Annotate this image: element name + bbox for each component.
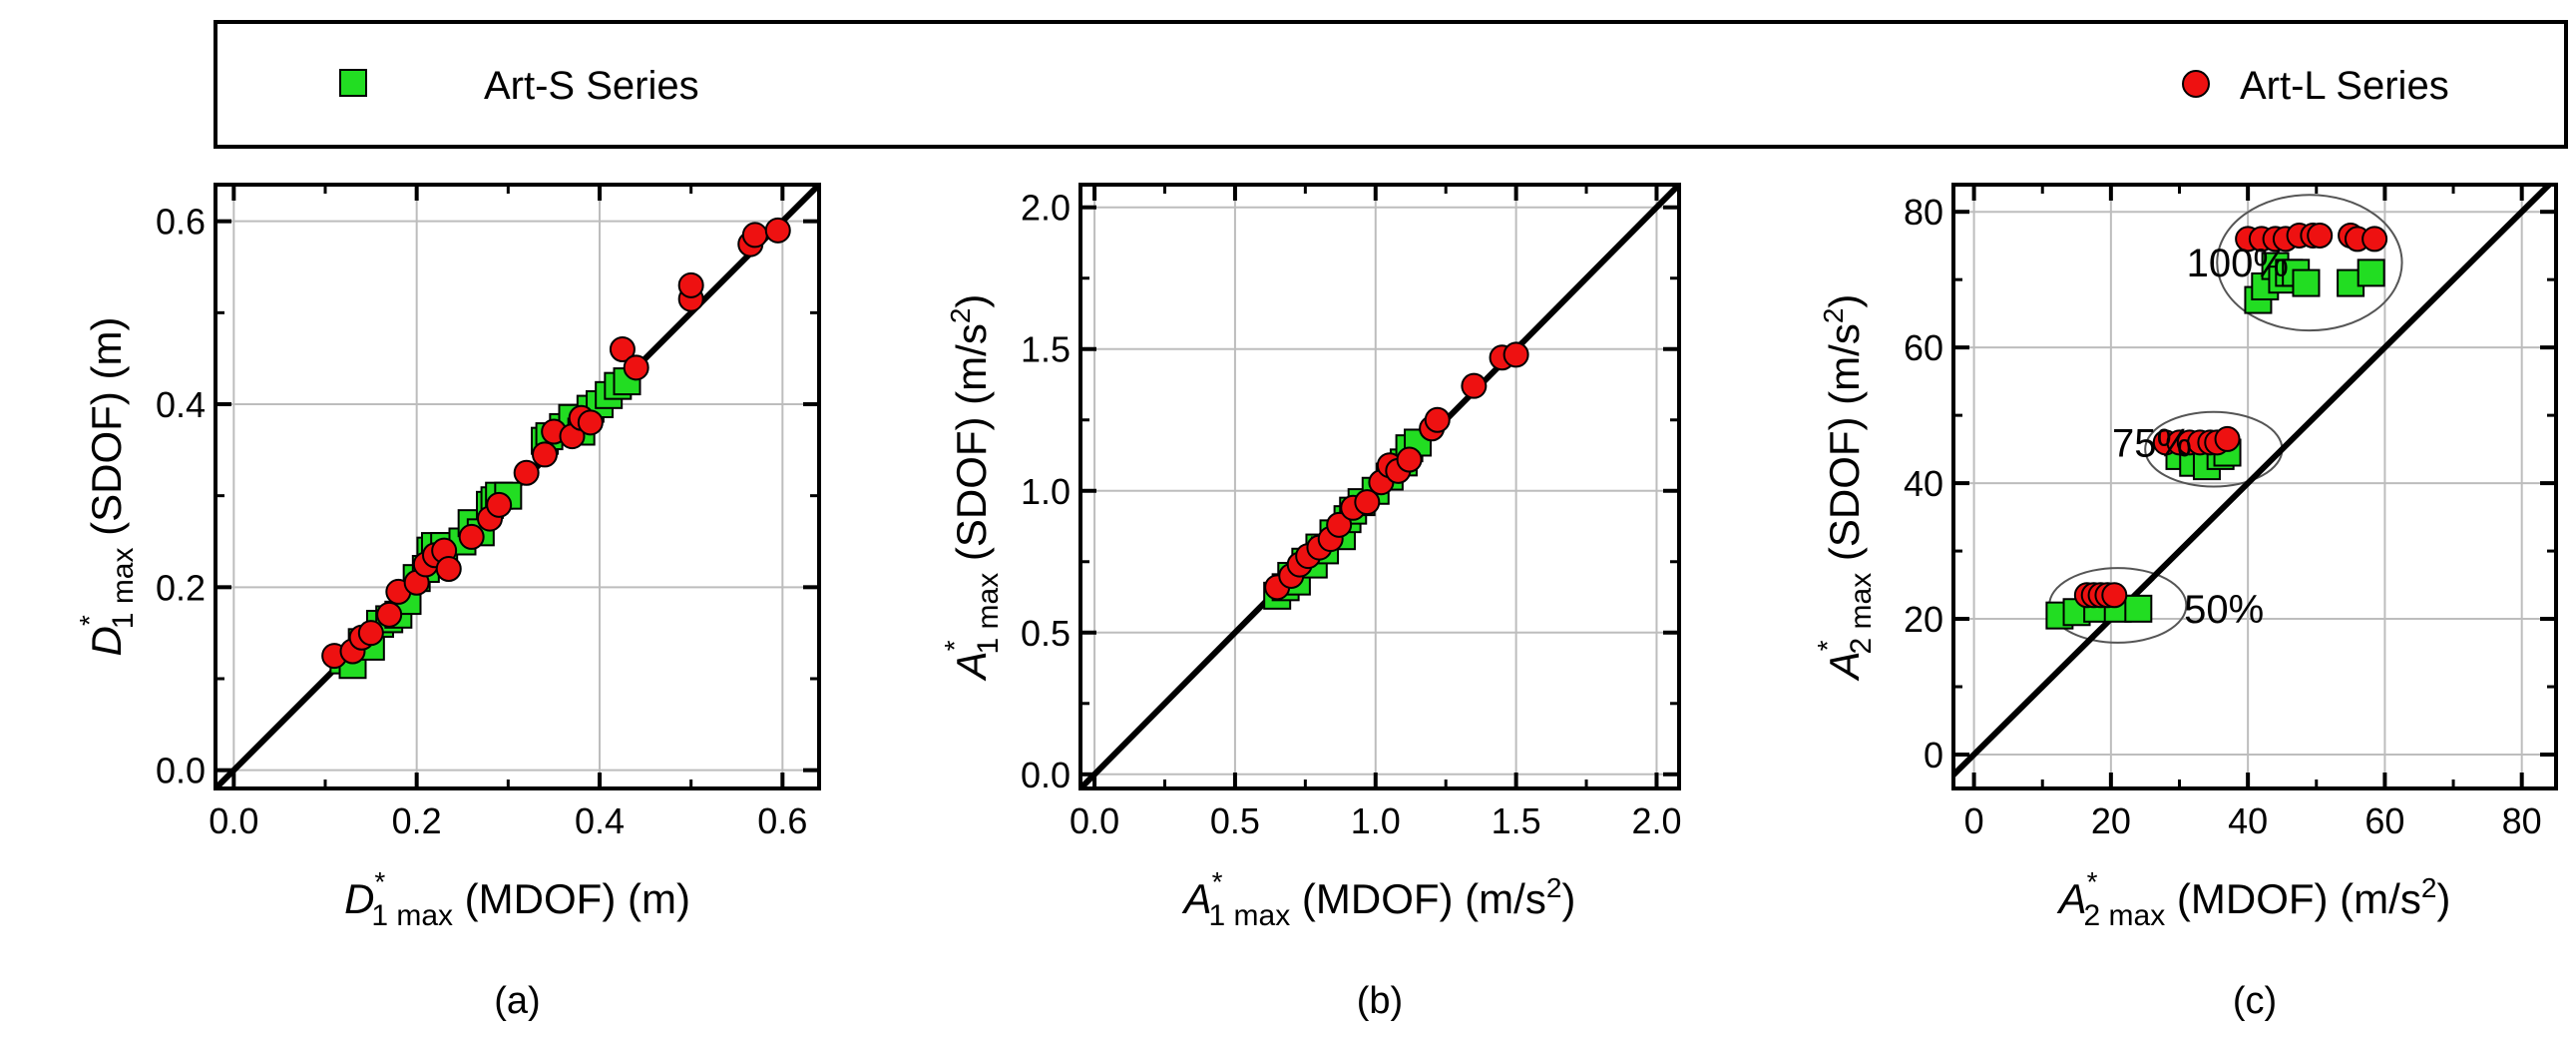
- y-axis-label: D*1 max (SDOF) (m): [74, 317, 140, 657]
- y-tick-label: 0.0: [156, 751, 206, 791]
- plot-frame: [1951, 183, 2558, 790]
- x-tick-label: 20: [2091, 800, 2131, 841]
- data-point-art-l: [1503, 341, 1529, 368]
- x-tick-label: 0.0: [209, 800, 258, 841]
- data-point-art-l: [2101, 582, 2128, 609]
- panel-label: (a): [494, 980, 540, 1022]
- x-tick-label: 0.5: [1210, 800, 1260, 841]
- data-point-art-l: [513, 459, 540, 486]
- x-tick-label: 60: [2364, 800, 2404, 841]
- x-axis-label: A* 2 max (MDOF) (m/s2): [2056, 866, 2451, 932]
- y-tick-label: 0.6: [156, 202, 206, 243]
- panel-a: 0.0 0.2 0.4 0.6 0.0 0.2 0.4 0.6 D* 1 max (MDOF) (…: [74, 183, 821, 1022]
- legend-marker-art-s: [339, 69, 367, 97]
- data-point-art-l: [741, 222, 768, 249]
- data-point-art-l: [1354, 489, 1381, 516]
- data-point-art-l: [1424, 406, 1451, 433]
- y-axis-label: A*2 max (SDOF) (m/s2): [1812, 294, 1878, 683]
- annotation-label: 50%: [2184, 588, 2264, 632]
- data-point-art-l: [2361, 226, 2388, 253]
- data-point-art-l: [2307, 222, 2334, 249]
- legend-label-art-l: Art-L Series: [2240, 64, 2449, 108]
- y-tick-label: 20: [1904, 599, 1943, 640]
- data-point-art-s: [2357, 259, 2385, 287]
- y-axis-label: A*1 max (SDOF) (m/s2): [939, 294, 1005, 683]
- y-tick-label: 0.4: [156, 384, 206, 425]
- legend-label-art-s: Art-S Series: [484, 64, 699, 108]
- x-tick-label: 0.6: [757, 800, 807, 841]
- y-tick-label: 40: [1904, 463, 1943, 504]
- x-tick-label: 0: [1964, 800, 1984, 841]
- data-point-art-l: [357, 620, 384, 647]
- data-point-art-l: [376, 601, 403, 628]
- x-tick-label: 0.4: [575, 800, 625, 841]
- reference-line-y-equals-x: [1953, 185, 2552, 778]
- legend-frame: [214, 20, 2568, 149]
- annotation-ellipse: [2216, 194, 2403, 332]
- data-point-art-l: [577, 409, 604, 436]
- data-point-art-s: [2292, 268, 2321, 297]
- data-point-art-s: [2124, 594, 2153, 623]
- plot-area: [1080, 185, 1679, 788]
- data-point-art-l: [764, 217, 791, 244]
- annotation-label: 75%: [2112, 421, 2192, 465]
- x-tick-label: 0.2: [392, 800, 442, 841]
- data-point-art-l: [435, 556, 462, 582]
- data-point-art-l: [532, 441, 558, 468]
- y-tick-label: 0.5: [1021, 613, 1071, 654]
- x-tick-label: 80: [2502, 800, 2542, 841]
- x-axis-label: D* 1 max (MDOF) (m): [344, 866, 690, 932]
- plot-area: [1953, 185, 2552, 778]
- x-tick-label: 0.0: [1070, 800, 1119, 841]
- y-tick-label: 60: [1904, 327, 1943, 368]
- data-point-art-l: [623, 354, 649, 381]
- plot-frame: [1078, 183, 1681, 790]
- x-tick-label: 2.0: [1631, 800, 1681, 841]
- y-tick-label: 0: [1924, 735, 1943, 776]
- panel-label: (b): [1357, 980, 1403, 1022]
- annotation-label: 100%: [2187, 242, 2289, 285]
- y-tick-label: 2.0: [1021, 188, 1071, 229]
- panel-label: (c): [2233, 980, 2277, 1022]
- x-tick-label: 1.5: [1492, 800, 1541, 841]
- y-tick-label: 1.5: [1021, 329, 1071, 370]
- legend-marker-art-l: [2182, 70, 2210, 98]
- data-point-art-l: [609, 336, 636, 362]
- y-tick-label: 1.0: [1021, 471, 1071, 512]
- x-tick-label: 40: [2228, 800, 2268, 841]
- data-point-art-l: [486, 491, 513, 518]
- data-point-art-l: [1326, 511, 1353, 538]
- y-tick-label: 0.0: [1021, 755, 1071, 795]
- data-point-art-l: [1396, 446, 1423, 473]
- y-tick-label: 80: [1904, 192, 1943, 233]
- panel-b: 0.0 0.5 1.0 1.5 2.0 0.0 0.5 1.0 1.5 2.0 A* 1 max (M…: [939, 183, 1681, 1022]
- data-point-art-l: [458, 523, 485, 550]
- panel-c: 100% 75% 50% 0 20 40 60 80 0 20 40 60 80 A* 2 max (MDO…: [1812, 183, 2558, 1022]
- plot-frame: [214, 183, 821, 790]
- legend: Art-S Series Art-L Series: [214, 20, 2568, 149]
- data-point-art-l: [677, 271, 704, 298]
- x-tick-label: 1.0: [1351, 800, 1401, 841]
- x-axis-label: A* 1 max (MDOF) (m/s2): [1181, 866, 1576, 932]
- data-point-art-l: [2214, 425, 2241, 452]
- plot-area: [215, 185, 819, 788]
- y-tick-label: 0.2: [156, 567, 206, 608]
- data-point-art-l: [1461, 372, 1488, 399]
